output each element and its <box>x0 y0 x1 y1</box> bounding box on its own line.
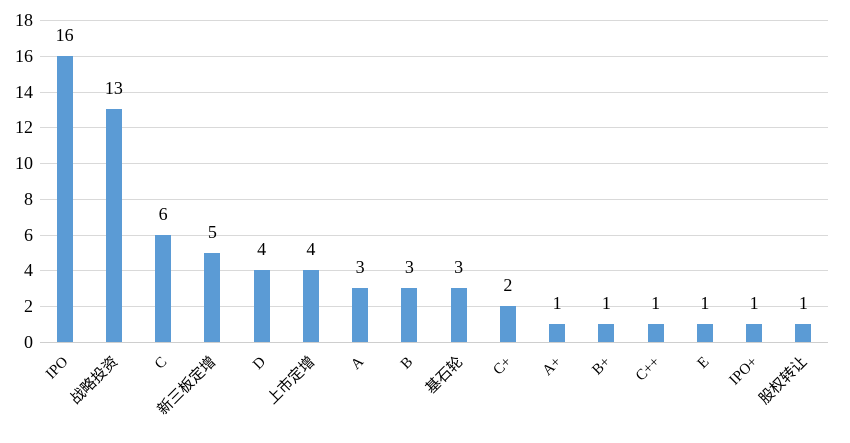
bar <box>549 324 566 342</box>
gridline <box>40 127 828 129</box>
bar-value-label: 3 <box>355 257 365 278</box>
bar <box>105 109 122 342</box>
bar-value-label: 13 <box>104 78 123 99</box>
bar-value-label: 2 <box>503 275 513 296</box>
y-tick-label: 14 <box>15 81 33 102</box>
x-tick-label: C++ <box>632 354 663 385</box>
bar <box>155 234 172 342</box>
bar-value-label: 3 <box>454 257 464 278</box>
x-tick-label: C+ <box>490 354 516 379</box>
bar <box>253 270 270 342</box>
y-tick-label: 8 <box>24 188 33 209</box>
gridline <box>40 91 828 93</box>
bar-value-label: 1 <box>651 293 661 314</box>
gridline <box>40 163 828 165</box>
x-tick-label: IPO <box>43 354 72 383</box>
y-tick-label: 16 <box>15 45 33 66</box>
gridline <box>40 234 828 236</box>
bar <box>746 324 763 342</box>
y-tick-label: 4 <box>24 260 33 281</box>
y-tick-label: 2 <box>24 296 33 317</box>
x-tick-label: 股权转让 <box>756 354 811 408</box>
x-tick-label: 上市定增 <box>264 354 319 408</box>
bar <box>56 55 73 342</box>
bar <box>647 324 664 342</box>
bar-value-label: 4 <box>257 239 267 260</box>
y-tick-label: 10 <box>15 153 33 174</box>
x-tick-label: A <box>348 354 368 373</box>
bar-value-label: 1 <box>700 293 710 314</box>
bar <box>204 252 221 342</box>
bar <box>302 270 319 342</box>
x-tick-label: 基石轮 <box>422 354 466 398</box>
gridline <box>40 198 828 200</box>
bar-value-label: 5 <box>207 221 217 242</box>
x-tick-label: 战略投资 <box>67 354 122 408</box>
y-tick-label: 0 <box>24 332 33 352</box>
bar <box>598 324 615 342</box>
x-tick-label: B+ <box>589 354 614 379</box>
bar-value-label: 3 <box>404 257 414 278</box>
bar-value-label: 16 <box>55 24 74 45</box>
gridline <box>40 306 828 308</box>
bar-value-label: 1 <box>601 293 611 314</box>
bar <box>696 324 713 342</box>
bar-value-label: 6 <box>158 203 168 224</box>
bar-value-label: 4 <box>306 239 316 260</box>
gridline <box>40 270 828 272</box>
x-tick-label: C <box>152 354 171 373</box>
bar <box>450 288 467 342</box>
bar-value-label: 1 <box>798 293 808 314</box>
bar-value-label: 1 <box>552 293 562 314</box>
gridline <box>40 55 828 57</box>
gridline <box>40 20 828 21</box>
bar-value-label: 1 <box>749 293 759 314</box>
bar <box>401 288 418 342</box>
x-tick-label: D <box>249 354 269 373</box>
x-tick-label: A+ <box>539 354 565 379</box>
y-tick-label: 18 <box>15 10 33 30</box>
x-tick-label: IPO+ <box>727 354 762 389</box>
x-tick-label: B <box>398 354 417 373</box>
bar <box>499 306 516 342</box>
x-axis-line <box>40 342 828 343</box>
x-tick-label: E <box>694 354 713 372</box>
y-tick-label: 6 <box>24 224 33 245</box>
bar <box>795 324 812 342</box>
bar <box>352 288 369 342</box>
y-tick-label: 12 <box>15 117 33 138</box>
